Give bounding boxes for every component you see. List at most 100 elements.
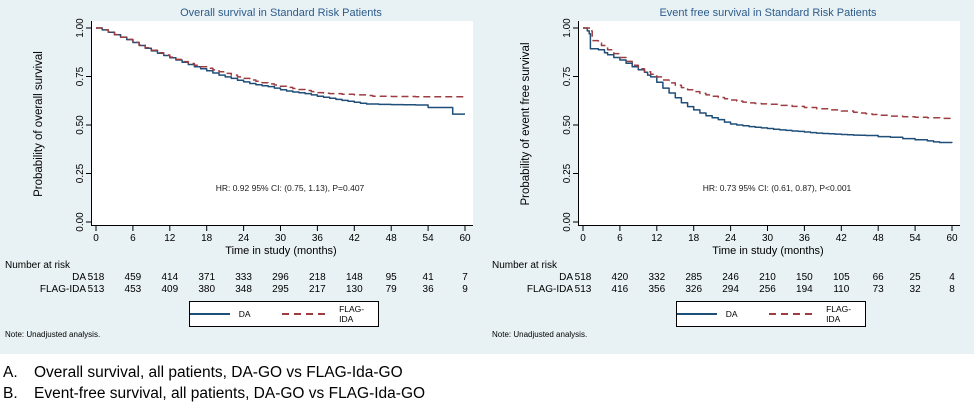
chart-title: Event free survival in Standard Risk Pat… xyxy=(659,7,877,19)
da-line-sample xyxy=(677,313,717,315)
chart-title: Overall survival in Standard Risk Patien… xyxy=(180,7,382,19)
number-at-risk-title: Number at risk xyxy=(5,260,71,271)
x-tick-label: 54 xyxy=(910,233,922,244)
risk-count: 110 xyxy=(833,284,850,295)
risk-count: 420 xyxy=(611,272,629,283)
note: Note: Unadjusted analysis. xyxy=(5,330,101,339)
risk-count: 4 xyxy=(949,272,955,283)
x-tick-label: 30 xyxy=(762,233,774,244)
caption-marker: A. xyxy=(3,364,18,381)
y-tick-label: 0.00 xyxy=(562,212,573,232)
km-curve-da xyxy=(96,27,465,115)
legend-label-da: DA xyxy=(238,309,251,319)
y-axis-title: Probability of event free survival xyxy=(520,42,532,206)
caption-text: Overall survival, all patients, DA-GO vs… xyxy=(34,364,403,381)
x-tick-label: 12 xyxy=(651,233,663,244)
risk-count: 380 xyxy=(198,284,216,295)
number-at-risk-title: Number at risk xyxy=(492,260,558,271)
risk-count: 285 xyxy=(685,272,703,283)
risk-count: 356 xyxy=(648,284,666,295)
x-tick-label: 0 xyxy=(580,233,586,244)
panel-overall-survival: 0.00 0.25 0.50 0.75 1.00 0 6 12 18 24 30 36 42 48 54 60… xyxy=(0,0,487,354)
y-tick-label: 0.75 xyxy=(75,66,86,86)
risk-count: 295 xyxy=(272,284,289,295)
risk-count: 32 xyxy=(909,284,921,295)
x-tick-label: 36 xyxy=(799,233,811,244)
risk-row-label: DA xyxy=(559,272,573,283)
risk-count: 294 xyxy=(722,284,739,295)
km-plot-event-free-survival: 0.00 0.25 0.50 0.75 1.00 0 6 12 18 24 30 36 42 48 54 60… xyxy=(562,18,960,244)
x-tick-label: 18 xyxy=(201,233,213,244)
da-line-sample xyxy=(190,313,230,315)
risk-count: 518 xyxy=(574,272,592,283)
risk-count: 130 xyxy=(345,284,363,295)
legend: DA FLAG-IDA xyxy=(676,301,866,327)
y-tick-label: 1.00 xyxy=(75,18,86,38)
x-tick-label: 54 xyxy=(423,233,435,244)
risk-count: 194 xyxy=(796,284,813,295)
risk-count: 105 xyxy=(832,272,850,283)
x-tick-label: 48 xyxy=(873,233,885,244)
x-tick-label: 12 xyxy=(164,233,176,244)
x-tick-label: 6 xyxy=(617,233,623,244)
risk-count: 8 xyxy=(949,284,955,295)
risk-row-label: DA xyxy=(72,272,86,283)
km-curve-flag-ida xyxy=(96,27,466,98)
risk-count: 414 xyxy=(161,272,179,283)
x-tick-label: 42 xyxy=(349,233,361,244)
caption-text: Event-free survival, all patients, DA-GO… xyxy=(34,385,426,402)
risk-count: 326 xyxy=(685,284,703,295)
risk-count: 66 xyxy=(872,272,884,283)
y-axis-title: Probability of overall survival xyxy=(33,51,45,197)
risk-count: 513 xyxy=(87,284,105,295)
risk-count: 150 xyxy=(796,272,813,283)
y-tick-label: 0.50 xyxy=(562,115,573,135)
x-axis-title: Time in study (months) xyxy=(225,245,337,257)
risk-count: 371 xyxy=(198,272,216,283)
risk-row-flag-ida: FLAG-IDA 513 416 356 326 294 256 194 110 73 32 8 xyxy=(487,284,974,296)
x-tick-label: 30 xyxy=(275,233,287,244)
risk-count: 95 xyxy=(385,272,397,283)
legend: DA FLAG-IDA xyxy=(189,301,379,327)
risk-count: 79 xyxy=(385,284,397,295)
x-tick-label: 6 xyxy=(130,233,136,244)
km-curve-da xyxy=(583,27,953,144)
risk-count: 256 xyxy=(759,284,776,295)
risk-row-flag-ida: FLAG-IDA 513 453 409 380 348 295 217 130 79 36 9 xyxy=(0,284,487,296)
risk-count: 41 xyxy=(422,272,434,283)
y-tick-label: 0.75 xyxy=(562,66,573,86)
risk-row-label: FLAG-IDA xyxy=(39,284,86,295)
x-tick-label: 48 xyxy=(386,233,398,244)
x-axis-title: Time in study (months) xyxy=(712,245,824,257)
y-tick-label: 0.00 xyxy=(75,212,86,232)
figure-captions: A. Overall survival, all patients, DA-GO… xyxy=(0,354,974,412)
flag-ida-line-sample xyxy=(769,313,818,315)
x-tick-label: 60 xyxy=(946,233,958,244)
risk-count: 25 xyxy=(909,272,921,283)
hr-annotation: HR: 0.92 95% CI: (0.75, 1.13), P=0.407 xyxy=(216,183,365,193)
caption-a: A. Overall survival, all patients, DA-GO… xyxy=(3,362,974,383)
risk-count: 333 xyxy=(235,272,252,283)
risk-count: 36 xyxy=(422,284,434,295)
caption-b: B. Event-free survival, all patients, DA… xyxy=(3,383,974,404)
risk-count: 7 xyxy=(462,272,468,283)
risk-count: 246 xyxy=(722,272,739,283)
legend-label-flag-ida: FLAG-IDA xyxy=(339,304,365,324)
risk-row-label: FLAG-IDA xyxy=(526,284,573,295)
risk-count: 296 xyxy=(272,272,289,283)
risk-count: 348 xyxy=(235,284,252,295)
risk-count: 210 xyxy=(759,272,776,283)
legend-label-da: DA xyxy=(725,309,738,319)
note: Note: Unadjusted analysis. xyxy=(492,330,588,339)
risk-count: 453 xyxy=(124,284,142,295)
panel-event-free-survival: 0.00 0.25 0.50 0.75 1.00 0 6 12 18 24 30 36 42 48 54 60… xyxy=(487,0,974,354)
risk-count: 409 xyxy=(161,284,179,295)
risk-row-da: DA 518 420 332 285 246 210 150 105 66 25 4 xyxy=(487,272,974,284)
y-tick-label: 1.00 xyxy=(562,18,573,38)
risk-count: 513 xyxy=(574,284,592,295)
risk-count: 148 xyxy=(345,272,363,283)
risk-count: 332 xyxy=(648,272,666,283)
caption-marker: B. xyxy=(3,385,18,402)
legend-label-flag-ida: FLAG-IDA xyxy=(826,304,852,324)
